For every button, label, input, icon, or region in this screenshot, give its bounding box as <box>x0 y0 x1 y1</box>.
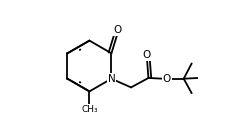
Text: O: O <box>162 74 171 84</box>
Text: O: O <box>113 25 121 35</box>
Text: O: O <box>143 50 151 60</box>
Text: N: N <box>108 74 115 84</box>
Text: CH₃: CH₃ <box>81 105 98 114</box>
